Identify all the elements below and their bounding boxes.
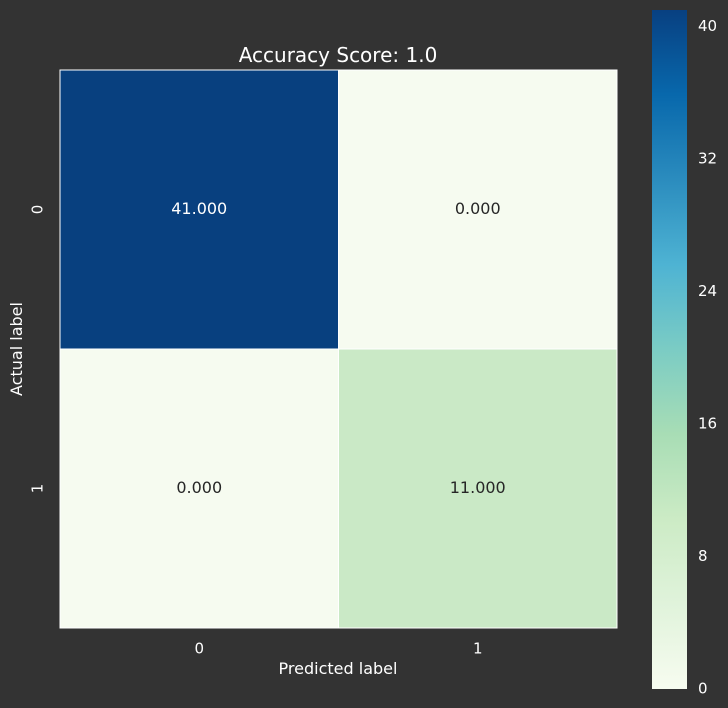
heatmap-cell (338, 69, 618, 350)
x-axis-label: Predicted label (279, 659, 398, 678)
colorbar-tick-label: 0 (698, 680, 708, 698)
y-axis-label: Actual label (7, 302, 26, 396)
heatmap-cell (59, 69, 339, 350)
colorbar-ticks: 0 8 16 24 32 40 (698, 17, 717, 697)
cell-value-label: 0.000 (176, 478, 222, 497)
colorbar: 0 8 16 24 32 40 (652, 10, 717, 698)
chart-title: Accuracy Score: 1.0 (239, 43, 438, 67)
x-tick-label: 0 (194, 640, 204, 658)
y-axis: 01 (29, 205, 47, 494)
y-tick-label: 0 (29, 205, 47, 215)
x-tick-label: 1 (473, 640, 483, 658)
colorbar-tick-label: 32 (698, 150, 717, 168)
cell-value-label: 0.000 (455, 199, 501, 218)
colorbar-gradient (652, 10, 687, 689)
heatmap-cell (59, 348, 339, 629)
heatmap-cell (338, 348, 618, 629)
colorbar-tick-label: 24 (698, 282, 717, 300)
heatmap-cell-labels: 41.000 0.000 0.000 11.000 (171, 199, 505, 497)
colorbar-tick-label: 16 (698, 415, 717, 433)
cell-value-label: 11.000 (450, 478, 506, 497)
cell-value-label: 41.000 (171, 199, 227, 218)
colorbar-tick-label: 8 (698, 547, 708, 565)
y-tick-label: 1 (29, 484, 47, 494)
heatmap-grid (59, 69, 618, 629)
colorbar-tick-label: 40 (698, 17, 717, 35)
